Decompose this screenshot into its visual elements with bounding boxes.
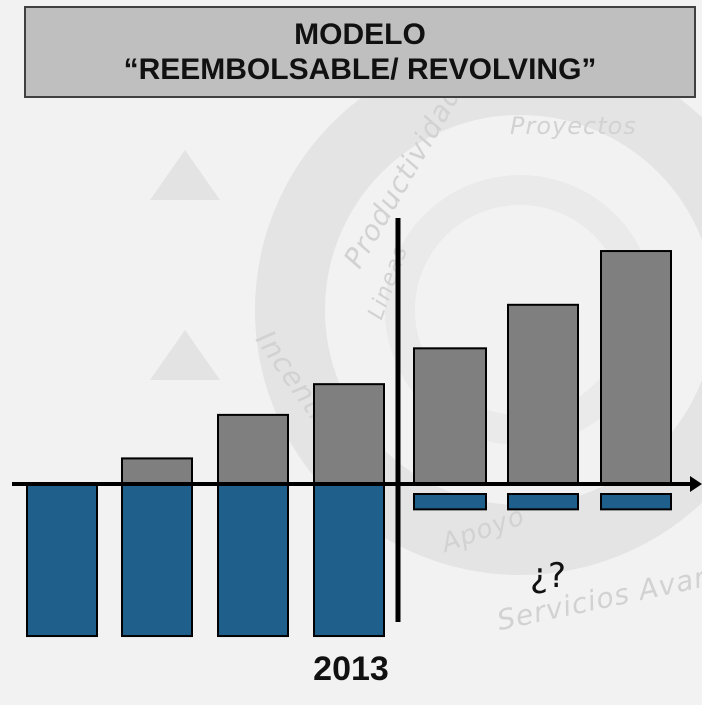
- year-label: 2013: [313, 650, 389, 688]
- background-arrow: [150, 150, 220, 200]
- bar-positive: [600, 250, 672, 485]
- bar-negative: [217, 484, 289, 638]
- bar-negative: [26, 484, 98, 638]
- bar-negative: [313, 484, 385, 638]
- background-arrow: [150, 330, 220, 380]
- title-line-1: MODELO: [294, 18, 426, 51]
- bar-positive: [217, 413, 289, 486]
- bar-negative: [507, 493, 579, 511]
- question-annotation: ¿?: [530, 556, 567, 596]
- bar-positive: [313, 383, 385, 485]
- bar-positive: [413, 347, 487, 485]
- bar-negative: [413, 493, 487, 511]
- x-axis-arrowhead: [690, 476, 702, 492]
- bar-negative: [600, 493, 672, 511]
- bar-positive: [121, 457, 193, 485]
- title-box: MODELO “REEMBOLSABLE/ REVOLVING”: [24, 6, 696, 98]
- title-line-2: “REEMBOLSABLE/ REVOLVING”: [123, 53, 597, 86]
- background-word: Proyectos: [510, 112, 637, 140]
- bar-positive: [507, 303, 579, 485]
- bar-negative: [121, 484, 193, 638]
